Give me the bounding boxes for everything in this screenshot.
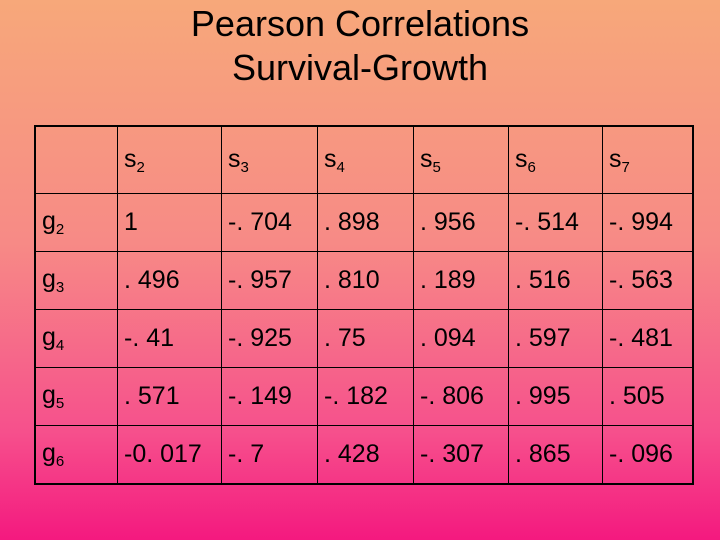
column-header: s2: [117, 125, 222, 194]
table-cell: . 898: [317, 193, 414, 252]
table-cell: -. 806: [413, 367, 509, 426]
table-row: g6 -0. 017 -. 7 . 428 -. 307 . 865 -. 09…: [34, 425, 694, 485]
table-cell: -. 704: [221, 193, 318, 252]
table-cell: -0. 017: [117, 425, 222, 485]
table-cell: . 496: [117, 251, 222, 310]
correlation-table: s2 s3 s4 s5 s6 s7 g2 1 -. 704 . 898 . 95…: [34, 125, 694, 485]
table-cell: . 810: [317, 251, 414, 310]
table-cell: . 516: [508, 251, 603, 310]
table-cell: . 428: [317, 425, 414, 485]
table-cell: -. 957: [221, 251, 318, 310]
table-row: g2 1 -. 704 . 898 . 956 -. 514 -. 994: [34, 193, 694, 252]
table-cell: -. 41: [117, 309, 222, 368]
table-cell: . 865: [508, 425, 603, 485]
table-cell: -. 307: [413, 425, 509, 485]
row-header: g5: [34, 367, 118, 426]
table-cell: . 75: [317, 309, 414, 368]
table-cell: -. 925: [221, 309, 318, 368]
row-header: g2: [34, 193, 118, 252]
row-header: g4: [34, 309, 118, 368]
table-cell: -. 563: [602, 251, 694, 310]
table-cell: . 189: [413, 251, 509, 310]
table-cell: 1: [117, 193, 222, 252]
header-row: s2 s3 s4 s5 s6 s7: [34, 125, 694, 194]
table-cell: -. 481: [602, 309, 694, 368]
table-cell: -. 7: [221, 425, 318, 485]
table-cell: -. 994: [602, 193, 694, 252]
table-cell: . 094: [413, 309, 509, 368]
table-cell: -. 514: [508, 193, 603, 252]
column-header: s7: [602, 125, 694, 194]
title-line-2: Survival-Growth: [231, 47, 489, 88]
table-cell: -. 096: [602, 425, 694, 485]
column-header: s6: [508, 125, 603, 194]
table-cell: -. 149: [221, 367, 318, 426]
table-cell: . 597: [508, 309, 603, 368]
table-cell: . 505: [602, 367, 694, 426]
table-cell: . 995: [508, 367, 603, 426]
column-header: s4: [317, 125, 414, 194]
row-header: g6: [34, 425, 118, 485]
slide-title: Pearson Correlations Survival-Growth: [0, 2, 720, 90]
corner-cell: [34, 125, 118, 194]
column-header: s5: [413, 125, 509, 194]
table-row: g3 . 496 -. 957 . 810 . 189 . 516 -. 563: [34, 251, 694, 310]
table-row: g4 -. 41 -. 925 . 75 . 094 . 597 -. 481: [34, 309, 694, 368]
column-header: s3: [221, 125, 318, 194]
table-cell: -. 182: [317, 367, 414, 426]
table-cell: . 571: [117, 367, 222, 426]
row-header: g3: [34, 251, 118, 310]
table-row: g5 . 571 -. 149 -. 182 -. 806 . 995 . 50…: [34, 367, 694, 426]
title-line-1: Pearson Correlations: [190, 3, 530, 44]
table-cell: . 956: [413, 193, 509, 252]
